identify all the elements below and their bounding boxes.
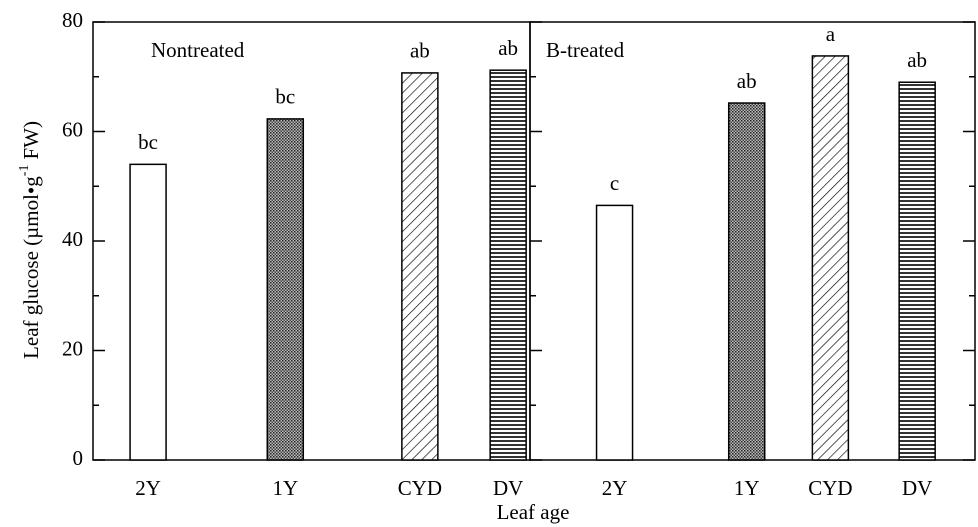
significance-label: ab: [907, 48, 927, 72]
y-label-sup: -1: [17, 165, 32, 177]
y-tick-label: 0: [73, 446, 84, 470]
x-tick-label: CYD: [398, 476, 442, 500]
bar: [811, 55, 850, 461]
significance-label: bc: [138, 130, 158, 154]
y-tick-label: 60: [62, 117, 83, 141]
x-axis-label: Leaf age: [497, 500, 570, 524]
bar: [266, 118, 305, 461]
bar: [401, 72, 439, 461]
significance-label: ab: [498, 36, 518, 60]
significance-label: ab: [737, 69, 757, 93]
y-axis-label: Leaf glucose (µmol•g-1 FW): [17, 121, 43, 359]
bar: [898, 81, 936, 461]
panel-title: Nontreated: [151, 38, 245, 62]
x-tick-label: CYD: [808, 476, 852, 500]
significance-label: c: [610, 171, 619, 195]
bar: [129, 163, 167, 461]
significance-label: ab: [410, 39, 430, 63]
bar: [727, 102, 766, 461]
x-tick-label: 2Y: [602, 476, 628, 500]
y-tick-label: 20: [62, 336, 83, 360]
panel-title: B-treated: [546, 38, 625, 62]
x-tick-label: 2Y: [135, 476, 161, 500]
y-tick-label: 80: [62, 8, 83, 32]
bar: [489, 69, 527, 461]
x-tick-label: DV: [902, 476, 932, 500]
significance-label: a: [826, 22, 836, 46]
x-tick-label: 1Y: [272, 476, 298, 500]
x-tick-label: 1Y: [734, 476, 760, 500]
significance-label: bc: [275, 85, 295, 109]
y-tick-label: 40: [62, 227, 83, 251]
x-tick-label: DV: [493, 476, 523, 500]
y-label-end: FW): [19, 121, 43, 160]
y-label-main: Leaf glucose (µmol•g: [19, 176, 43, 359]
bar: [595, 204, 634, 461]
